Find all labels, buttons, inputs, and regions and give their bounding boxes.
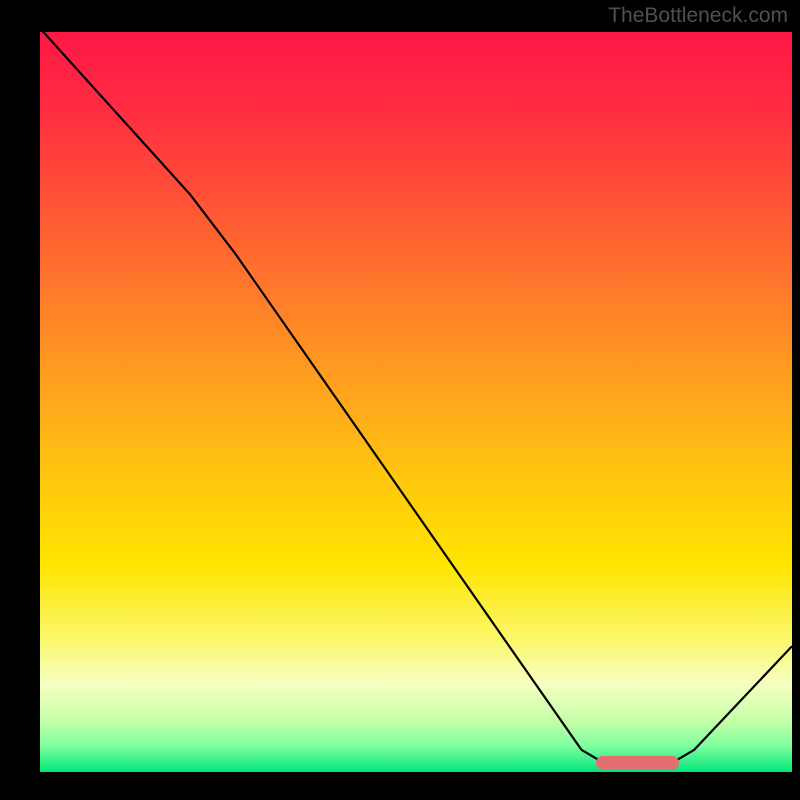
plot-area bbox=[40, 32, 792, 772]
optimal-range-marker bbox=[596, 756, 679, 770]
watermark-text: TheBottleneck.com bbox=[608, 4, 788, 28]
bottleneck-curve bbox=[40, 32, 792, 772]
chart-canvas: TheBottleneck.com bbox=[0, 0, 800, 800]
